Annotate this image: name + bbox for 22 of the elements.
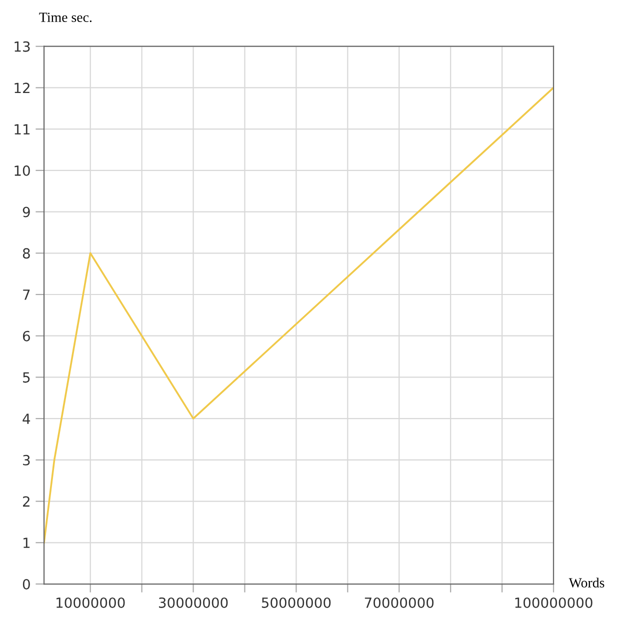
y-tick-label: 3 bbox=[23, 454, 30, 466]
y-tick-label: 0 bbox=[22, 578, 30, 590]
y-tick-label: 2 bbox=[23, 496, 30, 507]
y-tick-label: 13 bbox=[14, 41, 30, 52]
x-tick-label: 70000000 bbox=[364, 597, 434, 608]
y-tick-label: 1 bbox=[24, 538, 30, 548]
y-tick-label: 4 bbox=[22, 414, 30, 424]
y-tick-label: 12 bbox=[14, 82, 30, 93]
y-tick-label: 8 bbox=[22, 248, 30, 259]
y-tick-label: 7 bbox=[23, 290, 30, 300]
y-tick-label: 10 bbox=[14, 165, 30, 176]
x-tick-label: 10000000 bbox=[56, 597, 125, 608]
y-tick-label: 6 bbox=[22, 330, 30, 342]
y-tick-label: 11 bbox=[14, 124, 30, 134]
x-tick-label: 30000000 bbox=[158, 597, 228, 608]
line-series bbox=[44, 86, 554, 544]
y-tick-label: 5 bbox=[23, 372, 30, 383]
x-axis-title: Words bbox=[568, 578, 604, 588]
x-tick-label: 50000000 bbox=[262, 597, 331, 608]
y-tick-label: 9 bbox=[22, 206, 30, 218]
y-axis-title: Time sec. bbox=[39, 12, 92, 22]
x-tick-label: 100000000 bbox=[515, 597, 592, 608]
